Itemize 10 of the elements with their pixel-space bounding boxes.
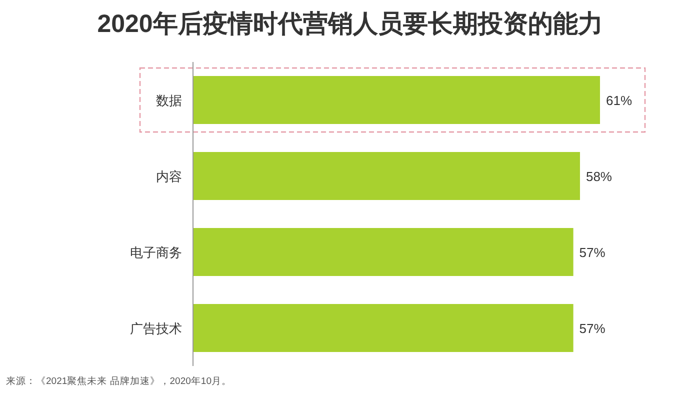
chart-title: 2020年后疫情时代营销人员要长期投资的能力 — [97, 10, 603, 38]
y-tick-label: 数据 — [156, 93, 182, 108]
data-label: 61% — [606, 93, 632, 108]
y-tick-label: 内容 — [156, 169, 182, 184]
data-label: 57% — [579, 321, 606, 336]
source-note: 来源：《2021聚焦未来 品牌加速》，2020年10月。 — [6, 375, 232, 387]
y-tick-label: 电子商务 — [130, 245, 182, 260]
data-label: 58% — [586, 169, 612, 184]
y-tick-label: 广告技术 — [130, 321, 182, 336]
data-label: 57% — [579, 245, 606, 260]
